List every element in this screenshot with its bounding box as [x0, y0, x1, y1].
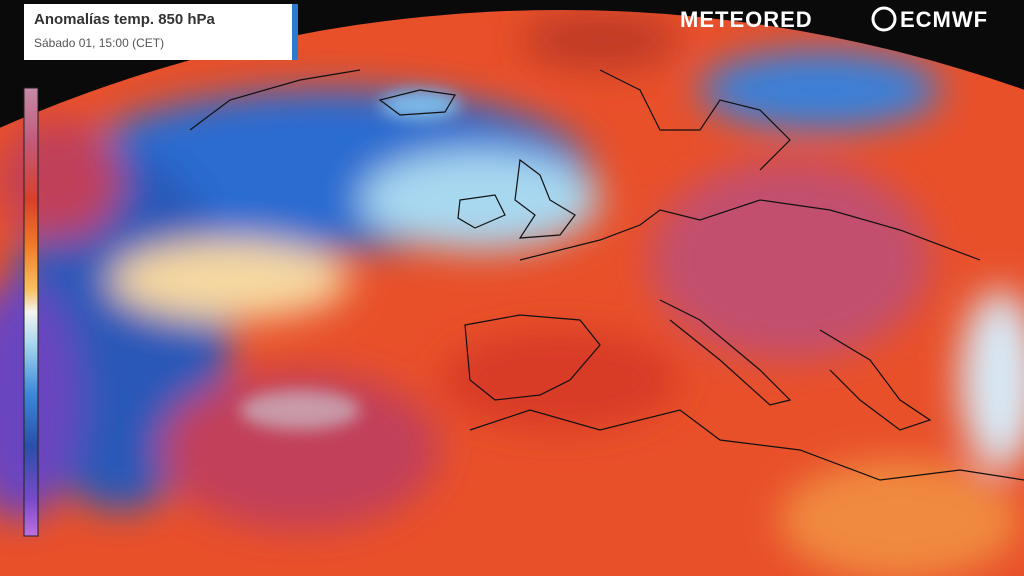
coastlines	[189, 69, 1024, 481]
map-subtitle: Sábado 01, 15:00 (CET)	[34, 36, 164, 50]
ecmwf-icon	[871, 6, 897, 32]
title-accent	[292, 4, 298, 60]
ecmwf-logo: ECMWF	[900, 7, 988, 32]
meteored-logo: METEORED	[680, 7, 813, 32]
logos: METEORED ECMWF	[680, 6, 988, 32]
color-scale	[23, 87, 39, 537]
map-title: Anomalías temp. 850 hPa	[34, 11, 216, 28]
title-panel	[24, 4, 296, 60]
title-box: Anomalías temp. 850 hPa Sábado 01, 15:00…	[24, 4, 298, 60]
